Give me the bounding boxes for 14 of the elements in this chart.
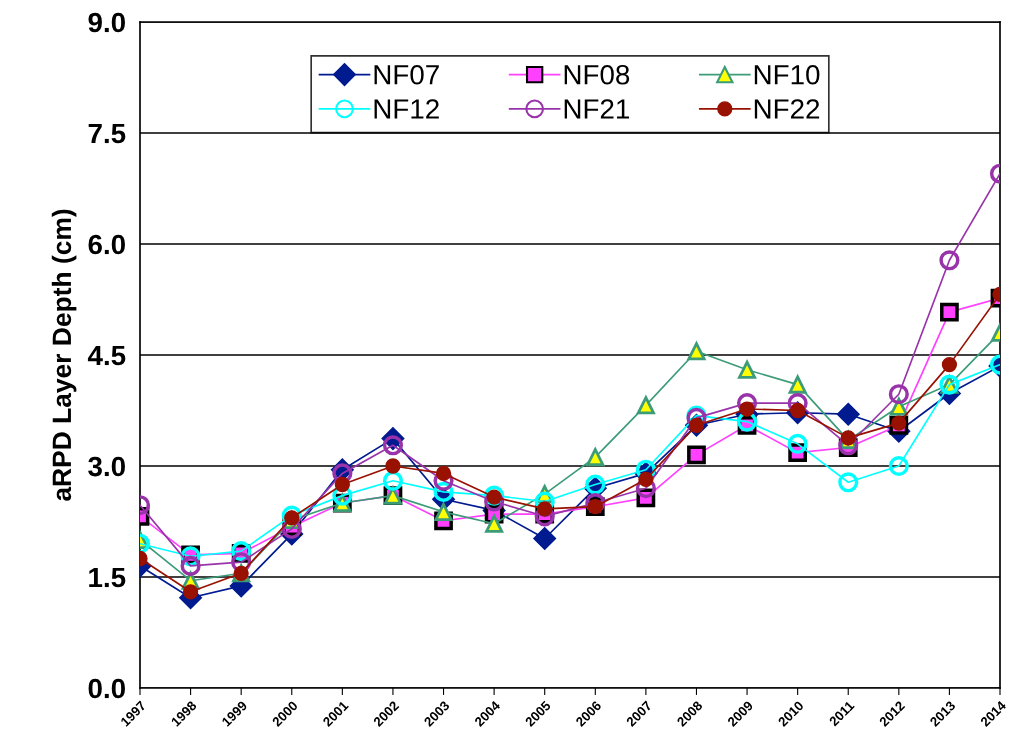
y-tick-label: 7.5	[88, 123, 126, 144]
legend-label: NF21	[564, 99, 629, 119]
y-tick-label: 4.5	[87, 345, 126, 366]
legend-label: NF08	[564, 64, 630, 85]
legend-label: NF07	[374, 64, 439, 85]
y-tick-label: 9.0	[88, 12, 125, 33]
y-tick-label: 0.0	[88, 678, 125, 699]
y-tick-label: 6.0	[88, 234, 125, 255]
y-tick-label: 1.5	[89, 567, 126, 588]
legend-label: NF12	[374, 99, 439, 119]
legend-label: NF10	[754, 64, 820, 85]
y-tick-label: 3.0	[88, 456, 125, 477]
legend-label: NF22	[754, 99, 820, 119]
y-axis-title: aRPD Layer Depth (cm)	[51, 209, 77, 501]
